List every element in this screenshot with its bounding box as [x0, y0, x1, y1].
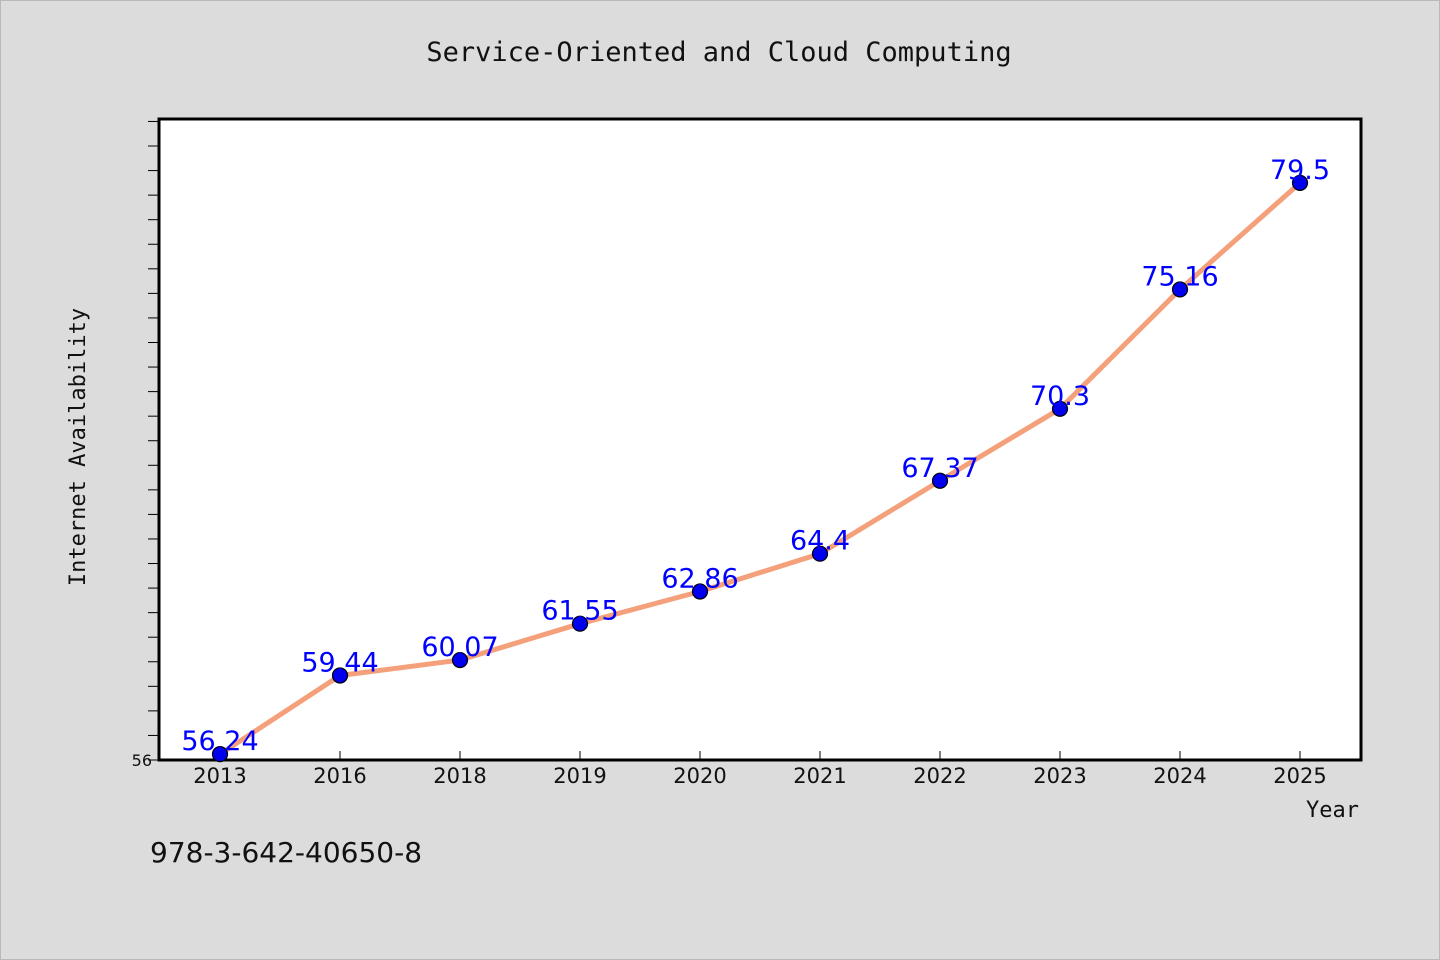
x-tick-label: 2020 [673, 764, 726, 788]
x-tick-label: 2018 [433, 764, 486, 788]
data-point [1291, 174, 1309, 191]
footnote-isbn: 978-3-642-40650-8 [150, 836, 422, 869]
series-line [217, 180, 1303, 757]
data-point [211, 746, 229, 763]
data-point [811, 545, 829, 562]
x-tick-label: 2021 [793, 764, 846, 788]
x-axis-ticks: 2013 2016 2018 2019 2020 2021 2022 2023 2024 2025 [193, 751, 1327, 788]
plot-area [157, 117, 1363, 762]
data-label: 79.5 [1270, 155, 1330, 186]
chart-title: Service-Oriented and Cloud Computing [426, 37, 1011, 68]
x-tick-label: 2023 [1033, 764, 1086, 788]
data-label: 62.86 [661, 564, 738, 595]
x-tick-label: 2013 [193, 764, 246, 788]
data-point [1171, 281, 1189, 298]
x-tick-label: 2019 [553, 764, 606, 788]
data-label: 70.3 [1030, 381, 1090, 412]
data-point [931, 472, 949, 489]
x-tick-label: 2025 [1273, 764, 1326, 788]
data-label: 60.07 [421, 632, 498, 663]
x-tick-label: 2022 [913, 764, 966, 788]
y-axis-title: Internet Availability [66, 308, 91, 586]
x-tick-label: 2024 [1153, 764, 1206, 788]
data-label: 64.4 [790, 526, 850, 557]
x-axis-title: Year [1306, 798, 1359, 823]
data-label: 56.24 [181, 726, 258, 757]
data-point [1051, 400, 1069, 417]
data-label: 67.37 [901, 453, 978, 484]
data-point [331, 667, 349, 684]
y-tick-label: 56 [132, 751, 152, 770]
x-tick-label: 2016 [313, 764, 366, 788]
data-point [571, 615, 589, 632]
data-label: 75.16 [1141, 261, 1218, 292]
data-label: 59.44 [301, 648, 378, 679]
y-axis-ticks: 56 [132, 120, 159, 770]
data-labels: 56.24 59.44 60.07 61.55 62.86 64.4 67.37 70.3 75… [181, 155, 1330, 757]
data-label: 61.55 [541, 596, 618, 627]
data-point [451, 651, 469, 669]
series-markers [211, 174, 1309, 763]
data-point [691, 583, 709, 600]
